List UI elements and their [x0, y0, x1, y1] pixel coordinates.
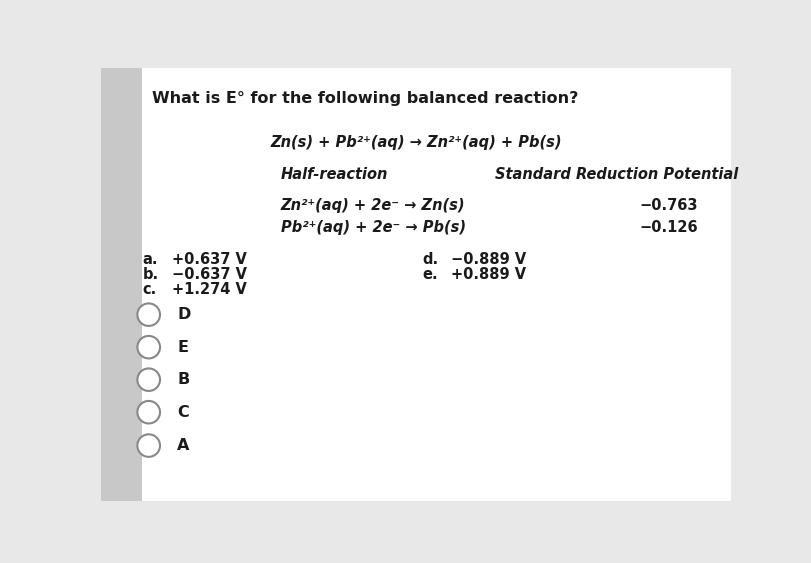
Ellipse shape — [137, 434, 160, 457]
Text: b.: b. — [142, 267, 158, 282]
Text: Standard Reduction Potential: Standard Reduction Potential — [494, 167, 737, 182]
Text: Zn²⁺(aq) + 2e⁻ → Zn(s): Zn²⁺(aq) + 2e⁻ → Zn(s) — [281, 198, 465, 213]
Text: a.: a. — [142, 252, 157, 267]
Text: +0.889 V: +0.889 V — [450, 267, 526, 282]
Text: B: B — [177, 372, 189, 387]
Text: What is E° for the following balanced reaction?: What is E° for the following balanced re… — [152, 91, 577, 106]
Text: −0.126: −0.126 — [639, 220, 697, 235]
Text: c.: c. — [142, 282, 157, 297]
Ellipse shape — [137, 336, 160, 359]
Text: D: D — [177, 307, 190, 322]
Text: Zn(s) + Pb²⁺(aq) → Zn²⁺(aq) + Pb(s): Zn(s) + Pb²⁺(aq) → Zn²⁺(aq) + Pb(s) — [270, 135, 561, 150]
FancyBboxPatch shape — [101, 68, 142, 501]
FancyBboxPatch shape — [101, 68, 730, 501]
Text: −0.637 V: −0.637 V — [172, 267, 247, 282]
Text: e.: e. — [422, 267, 437, 282]
Text: −0.763: −0.763 — [639, 198, 697, 213]
Ellipse shape — [137, 368, 160, 391]
Text: C: C — [177, 405, 188, 419]
Text: +1.274 V: +1.274 V — [172, 282, 247, 297]
Text: +0.637 V: +0.637 V — [172, 252, 247, 267]
Text: Pb²⁺(aq) + 2e⁻ → Pb(s): Pb²⁺(aq) + 2e⁻ → Pb(s) — [281, 220, 466, 235]
Text: −0.889 V: −0.889 V — [450, 252, 526, 267]
Text: A: A — [177, 438, 189, 453]
Ellipse shape — [137, 303, 160, 326]
Text: Half-reaction: Half-reaction — [281, 167, 388, 182]
Text: d.: d. — [422, 252, 438, 267]
Ellipse shape — [137, 401, 160, 423]
Text: E: E — [177, 339, 188, 355]
